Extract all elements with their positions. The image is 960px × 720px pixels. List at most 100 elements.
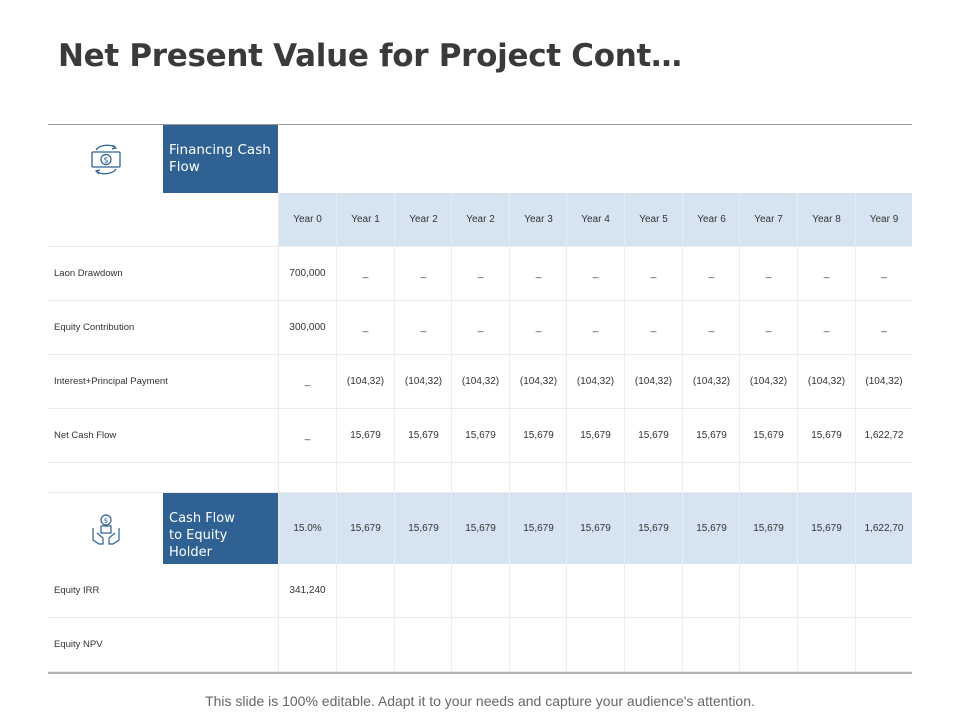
value-cell: _ — [278, 355, 336, 408]
value-cell — [797, 564, 855, 617]
row-label: Equity IRR — [54, 585, 100, 596]
table-row: Interest+Principal Payment _ (104,32) (104,… — [48, 355, 912, 409]
value-cell: _ — [394, 247, 452, 300]
value-cell — [451, 564, 509, 617]
value-cell: _ — [509, 301, 567, 354]
value-cell: (104,32) — [855, 355, 912, 408]
row-label: Interest+Principal Payment — [54, 376, 168, 387]
value-cell: _ — [566, 247, 624, 300]
value-cell: Year 4 — [566, 193, 624, 246]
value-cell: 15,679 — [509, 409, 567, 462]
value-cell: 15,679 — [739, 409, 797, 462]
value-cell: _ — [451, 247, 509, 300]
svg-text:$: $ — [103, 517, 107, 525]
cash-flow-equity-holder-label: Cash Flow to Equity Holder — [163, 493, 278, 564]
value-cell: (104,32) — [797, 355, 855, 408]
value-cell: _ — [855, 301, 912, 354]
value-cell: _ — [682, 301, 740, 354]
value-cell: Year 1 — [336, 193, 394, 246]
value-cell: 15,679 — [624, 493, 682, 564]
value-cell: Year 8 — [797, 193, 855, 246]
page-title: Net Present Value for Project Cont… — [58, 38, 682, 74]
value-cell: Year 3 — [509, 193, 567, 246]
value-cell: 15.0% — [278, 493, 336, 564]
value-cell: _ — [394, 301, 452, 354]
value-cell — [797, 618, 855, 671]
value-cell — [739, 564, 797, 617]
value-cell — [451, 618, 509, 671]
value-cell — [278, 618, 336, 671]
financing-header: $ Financing Cash Flow — [48, 125, 912, 193]
value-cell: Year 5 — [624, 193, 682, 246]
value-cell — [509, 564, 567, 617]
value-cell: 15,679 — [624, 409, 682, 462]
value-cell: 15,679 — [509, 493, 567, 564]
value-cell: (104,32) — [682, 355, 740, 408]
value-cell: 15,679 — [451, 409, 509, 462]
table-row: Net Cash Flow _ 15,679 15,679 15,679 15,679 15… — [48, 409, 912, 463]
value-cell — [739, 618, 797, 671]
value-cell: _ — [739, 247, 797, 300]
spacer-row — [48, 463, 912, 493]
value-cell — [509, 618, 567, 671]
value-cell — [509, 463, 567, 492]
value-cell — [855, 618, 912, 671]
value-cell — [797, 463, 855, 492]
row-label: Equity Contribution — [54, 322, 135, 333]
value-cell: 341,240 — [278, 564, 336, 617]
top-divider — [48, 124, 912, 125]
label-line-1: Cash Flow — [169, 511, 235, 526]
value-cell: 15,679 — [739, 493, 797, 564]
value-cell: _ — [797, 301, 855, 354]
value-cell: _ — [624, 301, 682, 354]
value-cell — [624, 618, 682, 671]
value-cell — [855, 463, 912, 492]
value-cell: (104,32) — [739, 355, 797, 408]
value-cell: _ — [336, 301, 394, 354]
value-cell: Year 9 — [855, 193, 912, 246]
value-cell — [336, 463, 394, 492]
year-header-row: Year 0 Year 1 Year 2 Year 2 Year 3 Year 4 Year… — [48, 193, 912, 247]
value-cell — [566, 564, 624, 617]
value-cell — [566, 463, 624, 492]
value-cell: 700,000 — [278, 247, 336, 300]
value-cell: 1,622,72 — [855, 409, 912, 462]
value-cell — [394, 618, 452, 671]
value-cell: _ — [278, 409, 336, 462]
money-cycle-icon: $ — [48, 125, 163, 193]
value-cell — [624, 564, 682, 617]
value-cell: _ — [682, 247, 740, 300]
value-cell: _ — [739, 301, 797, 354]
footer-note: This slide is 100% editable. Adapt it to… — [205, 693, 755, 709]
value-cell — [278, 463, 336, 492]
value-cell — [739, 463, 797, 492]
value-cell: (104,32) — [509, 355, 567, 408]
svg-text:$: $ — [103, 156, 108, 165]
value-cell: Year 2 — [394, 193, 452, 246]
value-cell: 15,679 — [797, 493, 855, 564]
value-cell — [336, 618, 394, 671]
row-label: Laon Drawdown — [54, 268, 123, 279]
value-cell: Year 0 — [278, 193, 336, 246]
value-cell: 15,679 — [394, 493, 452, 564]
value-cell: _ — [451, 301, 509, 354]
value-cell — [394, 564, 452, 617]
value-cell — [855, 564, 912, 617]
value-cell: (104,32) — [394, 355, 452, 408]
value-cell: 15,679 — [566, 493, 624, 564]
table-row: Laon Drawdown 700,000 _ _ _ _ _ _ _ _ _ _ — [48, 247, 912, 301]
value-cell: (104,32) — [624, 355, 682, 408]
table-row: Equity IRR 341,240 — [48, 564, 912, 618]
value-cell: (104,32) — [566, 355, 624, 408]
row-label: Equity NPV — [54, 639, 103, 650]
value-cell: Year 2 — [451, 193, 509, 246]
value-cell: Year 6 — [682, 193, 740, 246]
value-cell: 15,679 — [682, 493, 740, 564]
value-cell: 15,679 — [451, 493, 509, 564]
value-cell — [451, 463, 509, 492]
bottom-divider — [48, 672, 912, 674]
value-cell — [336, 564, 394, 617]
value-cell: 15,679 — [336, 493, 394, 564]
value-cell — [566, 618, 624, 671]
value-cell: 15,679 — [336, 409, 394, 462]
